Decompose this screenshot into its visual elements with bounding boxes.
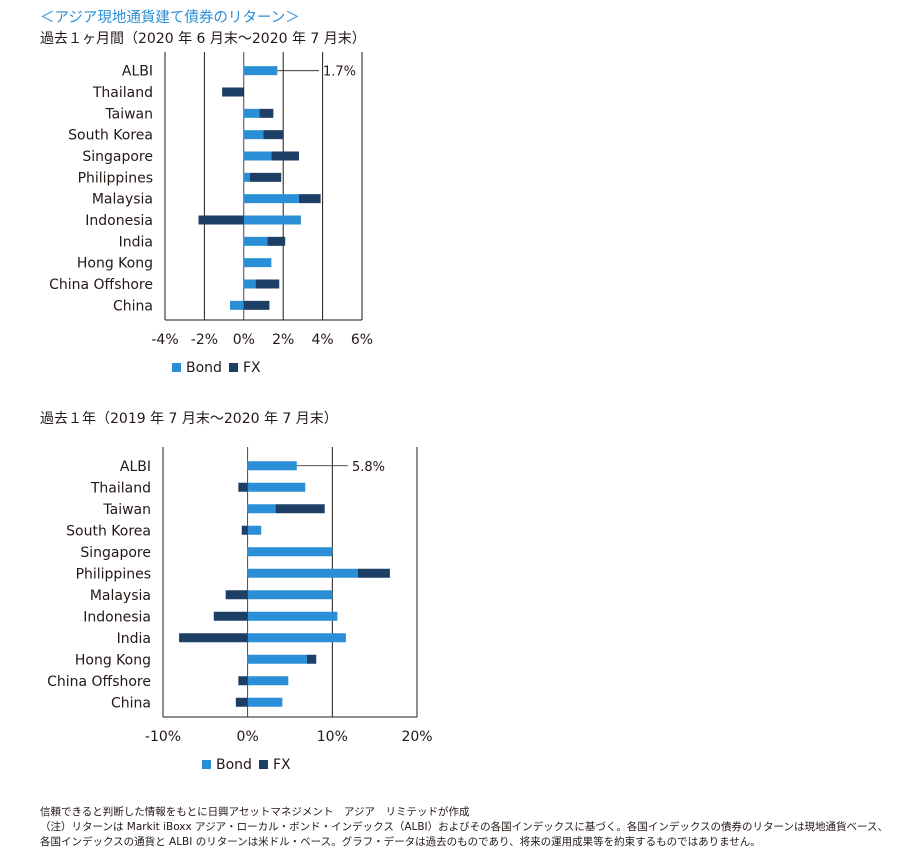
bond-bar (243, 130, 264, 140)
legend-swatch (172, 363, 181, 372)
fx-bar (238, 482, 248, 492)
category-label: South Korea (66, 523, 151, 539)
bond-bar (243, 258, 272, 268)
bond-bar (243, 108, 260, 118)
fx-bar (198, 215, 244, 225)
fx-bar (235, 697, 248, 707)
fx-bar (267, 236, 286, 246)
legend-label: Bond (216, 757, 252, 773)
tick-label: 10% (317, 729, 348, 745)
legend-swatch (229, 363, 238, 372)
tick-label: 0% (233, 332, 255, 348)
category-label: Hong Kong (75, 652, 151, 668)
category-label: China Offshore (47, 674, 151, 690)
fx-bar (357, 568, 390, 578)
category-label: Hong Kong (77, 256, 153, 272)
fx-bar (298, 194, 321, 204)
fx-bar (213, 611, 248, 621)
bond-bar (247, 525, 262, 535)
fx-bar (275, 504, 325, 514)
category-label: ALBI (122, 64, 153, 80)
category-label: Malaysia (92, 192, 153, 208)
fx-bar (306, 654, 317, 664)
category-label: Indonesia (83, 609, 151, 625)
category-label: India (119, 234, 153, 250)
category-label: China (111, 695, 151, 711)
category-label: Thailand (92, 85, 153, 101)
tick-label: 4% (311, 332, 333, 348)
tick-label: -10% (145, 729, 181, 745)
bond-bar (247, 590, 333, 600)
tick-label: 6% (351, 332, 373, 348)
category-label: China Offshore (49, 277, 153, 293)
bond-bar (243, 172, 250, 182)
tick-label: 0% (237, 729, 259, 745)
legend-label: Bond (186, 360, 222, 376)
fx-bar (255, 279, 280, 289)
bond-bar (247, 482, 306, 492)
tick-label: -2% (191, 332, 218, 348)
footnotes: 信頼できると判断した情報をもとに日興アセットマネジメント アジア リミテッドが作… (40, 805, 890, 850)
legend-swatch (259, 760, 268, 769)
fx-bar (222, 87, 244, 97)
bond-bar (247, 697, 283, 707)
tick-label: 2% (272, 332, 294, 348)
bond-bar (247, 654, 307, 664)
bond-bar (243, 215, 301, 225)
fx-bar (225, 590, 248, 600)
category-label: Thailand (90, 480, 151, 496)
legend-label: FX (273, 757, 291, 773)
chart-1year: ALBI Thailand Taiwan South Korea Singapore Ph… (47, 447, 433, 773)
legend-swatch (202, 760, 211, 769)
fx-bar (271, 151, 299, 161)
category-label: China (113, 298, 153, 314)
category-label: India (117, 631, 151, 647)
legend-label: FX (243, 360, 261, 376)
bond-bar (243, 194, 299, 204)
bond-bar (247, 676, 289, 686)
tick-label: 20% (401, 729, 432, 745)
footnote-note: （注）リターンは Markit iBoxx アジア・ローカル・ボンド・インデック… (40, 821, 888, 848)
bond-bar (247, 633, 346, 643)
footnote-source: 信頼できると判断した情報をもとに日興アセットマネジメント アジア リミテッドが作… (40, 806, 470, 818)
category-label: Taiwan (104, 106, 153, 122)
bond-bar (243, 236, 268, 246)
chart-1month: ALBI Thailand Taiwan South Korea Singapore Ph… (49, 52, 373, 376)
category-label: Taiwan (102, 502, 151, 518)
chart1-title: 過去１ヶ月間（2020 年 6 月末〜2020 年 7 月末） (40, 31, 366, 47)
bond-bar (247, 504, 276, 514)
fx-bar (249, 172, 282, 182)
bond-bar (243, 151, 272, 161)
fx-bar (179, 633, 248, 643)
fx-bar (259, 108, 274, 118)
category-label: Philippines (76, 566, 151, 582)
bond-bar (247, 568, 358, 578)
bond-bar (247, 611, 338, 621)
fx-bar (238, 676, 248, 686)
category-label: Singapore (82, 149, 153, 165)
fx-bar (241, 525, 248, 535)
category-label: Singapore (80, 545, 151, 561)
bond-bar (247, 547, 333, 557)
bond-bar (243, 66, 278, 76)
page-heading: ＜アジア現地通貨建て債券のリターン＞ (40, 10, 300, 26)
chart2-title: 過去１年（2019 年 7 月末〜2020 年 7 月末） (40, 411, 338, 427)
annotation-label: 5.8% (352, 460, 385, 475)
category-label: ALBI (120, 459, 151, 475)
bond-bar (243, 279, 256, 289)
category-label: Philippines (78, 170, 153, 186)
bond-bar (247, 461, 297, 471)
fx-bar (263, 130, 284, 140)
fx-bar (243, 300, 270, 310)
category-label: Malaysia (90, 588, 151, 604)
tick-label: -4% (151, 332, 178, 348)
bond-bar (230, 300, 244, 310)
annotation-label: 1.7% (323, 65, 356, 80)
category-label: Indonesia (85, 213, 153, 229)
category-label: South Korea (68, 128, 153, 144)
